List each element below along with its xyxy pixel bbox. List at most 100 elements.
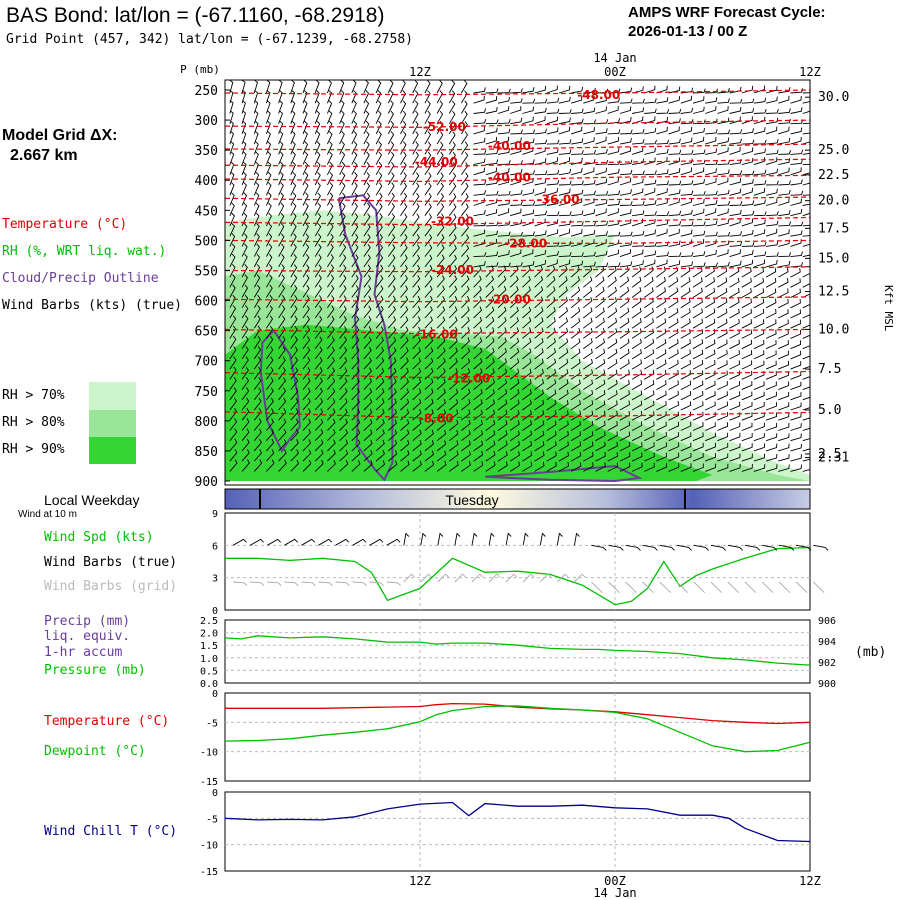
xsec-wind-barb — [485, 230, 498, 237]
xsec-wind-barb — [436, 213, 445, 227]
xsec-wind-barb — [778, 229, 790, 237]
xsec-wind-barb — [375, 274, 384, 288]
rh-key-label-80: RH > 80% — [2, 415, 65, 430]
xsec-wind-barb — [302, 346, 311, 360]
xsec-wind-barb — [314, 243, 322, 257]
xsec-wind-barb — [485, 96, 498, 104]
xsec-wind-barb — [692, 119, 706, 125]
xsec-wind-barb — [509, 358, 520, 370]
xsec-wind-barb — [363, 182, 371, 196]
wind-barb-grid — [437, 573, 449, 583]
xsec-wind-barb — [436, 357, 446, 370]
xsec-wind-barb — [522, 461, 533, 472]
xsec-wind-barb — [253, 459, 263, 472]
xsec-wind-barb — [290, 171, 297, 186]
xsec-wind-barb — [778, 267, 789, 278]
xsec-wind-barb — [253, 335, 261, 349]
xsec-wind-barb — [619, 117, 632, 125]
xsec-wind-barb — [485, 167, 497, 176]
xsec-wind-barb — [387, 326, 397, 339]
xsec-wind-barb — [302, 428, 312, 442]
xsec-wind-barb — [631, 276, 642, 288]
xsec-wind-barb — [375, 254, 384, 268]
xsec-wind-barb — [302, 336, 311, 349]
xsec-wind-barb — [509, 451, 520, 462]
xsec-right-axis-title: Kft MSL — [882, 285, 895, 332]
wind-barb-grid — [539, 573, 552, 583]
xsec-wind-barb — [461, 337, 470, 350]
xsec-wind-barb — [253, 284, 261, 298]
xsec-wind-barb — [351, 460, 361, 472]
xsec-wind-barb — [717, 308, 728, 319]
xsec-wind-barb — [765, 228, 778, 237]
xsec-wind-barb — [656, 126, 668, 135]
xsec-wind-barb — [278, 305, 286, 319]
xsec-wind-barb — [387, 100, 394, 114]
xsec-wind-barb — [375, 151, 383, 165]
xsec-wind-barb — [668, 210, 682, 217]
xsec-wind-barb — [229, 151, 235, 165]
xsec-wind-barb — [461, 419, 471, 431]
xsec-wind-barb — [595, 338, 606, 350]
xsec-wind-barb — [253, 407, 262, 421]
xsec-wind-barb — [607, 276, 617, 288]
xsec-wind-barb — [339, 172, 346, 186]
xsec-wind-barb — [290, 161, 296, 175]
wind-barb-true — [249, 538, 264, 546]
xsec-wind-barb — [290, 233, 297, 247]
xsec-wind-barb — [607, 348, 618, 360]
xsec-wind-barb — [546, 187, 558, 196]
xsec-wind-barb — [241, 325, 249, 339]
xsec-wind-barb — [656, 307, 667, 319]
xsec-wind-barb — [656, 339, 667, 350]
xsec-wind-barb — [278, 110, 284, 124]
xsec-wind-barb — [765, 381, 777, 391]
xsec-wind-barb — [692, 106, 705, 114]
dewpoint-line — [224, 705, 811, 753]
xsec-wind-barb — [461, 306, 470, 319]
xsec-wind-barb — [570, 348, 581, 360]
temperature-contour-label: -8.00 — [419, 412, 454, 426]
bottom-time-label: 00Z — [604, 874, 626, 888]
xsec-wind-barb — [570, 358, 581, 370]
xsec-wind-barb — [265, 89, 271, 104]
xsec-wind-barb — [339, 130, 345, 145]
xsec-wind-barb — [253, 325, 261, 339]
xsec-wind-barb — [241, 418, 250, 431]
xsec-wind-barb — [448, 275, 458, 288]
xsec-wind-barb — [327, 367, 336, 380]
xsec-wind-barb — [412, 357, 422, 370]
xsec-wind-barb — [790, 262, 804, 268]
xsec-wind-barb — [424, 264, 433, 278]
xsec-wind-barb — [436, 275, 445, 288]
xsec-wind-barb — [729, 401, 741, 411]
xsec-wind-barb — [753, 229, 766, 237]
dewpoint-label: Dewpoint (°C) — [44, 744, 146, 759]
xsec-wind-barb — [644, 116, 656, 125]
xsec-wind-barb — [534, 116, 546, 125]
xsec-wind-barb — [290, 110, 296, 124]
xsec-wind-barb — [424, 275, 433, 288]
xsec-wind-barb — [595, 369, 606, 380]
xsec-wind-barb — [558, 85, 571, 94]
xsec-wind-barb — [668, 180, 682, 186]
wind-barb-true — [369, 538, 384, 546]
xsec-wind-barb — [363, 346, 372, 360]
xsec-wind-barb — [485, 296, 495, 309]
xsec-wind-barb — [424, 388, 434, 401]
xsec-wind-barb — [631, 390, 643, 401]
xsec-wind-barb — [302, 284, 310, 298]
xsec-wind-barb — [473, 388, 483, 401]
xsec-wind-barb — [314, 336, 323, 349]
xsec-wind-barb — [717, 231, 731, 237]
xsec-wind-barb — [400, 388, 410, 401]
precip-label-2: liq. equiv. — [44, 629, 131, 644]
xsec-wind-barb — [717, 129, 731, 135]
xsec-wind-barb — [375, 110, 382, 124]
xsec-wind-barb — [327, 274, 335, 288]
xsec-wind-barb — [265, 202, 272, 216]
xsec-wind-barb — [424, 90, 431, 104]
xsec-wind-barb — [400, 305, 409, 319]
xsec-wind-barb — [644, 218, 656, 227]
xsec-wind-barb — [692, 127, 705, 135]
